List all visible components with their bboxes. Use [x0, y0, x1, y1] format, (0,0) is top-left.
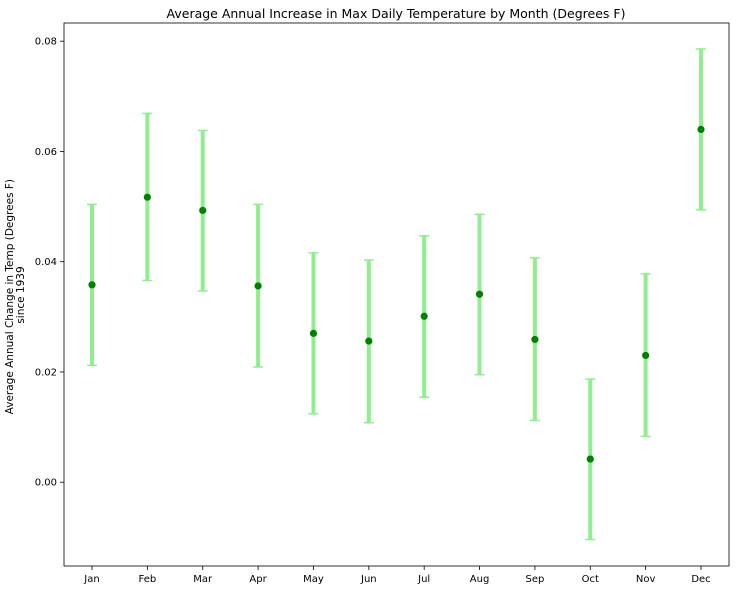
x-tick-label-mar: Mar — [193, 574, 213, 585]
y-axis-label: Average Annual Change in Temp (Degrees F… — [4, 176, 27, 415]
data-point-jan — [88, 281, 96, 289]
x-tick-label-oct: Oct — [582, 574, 599, 585]
y-axis-label-line-1: Average Annual Change in Temp (Degrees F… — [4, 179, 16, 414]
y-axis-label-line-2: since 1939 — [15, 266, 27, 323]
x-tick-label-aug: Aug — [470, 574, 490, 585]
data-point-feb — [143, 193, 151, 201]
x-tick-label-feb: Feb — [139, 574, 157, 585]
y-tick-label-0: 0.00 — [35, 478, 57, 489]
x-tick-label-jun: Jun — [360, 574, 377, 585]
data-point-mar — [199, 206, 207, 215]
x-tick-label-apr: Apr — [249, 574, 267, 585]
chart-title: Average Annual Increase in Max Daily Tem… — [167, 6, 626, 21]
data-point-may — [309, 329, 318, 337]
x-tick-label-dec: Dec — [691, 574, 710, 585]
data-point-jun — [365, 337, 373, 345]
data-point-apr — [254, 282, 262, 290]
data-point-jul — [420, 312, 428, 320]
y-tick-label-1: 0.02 — [35, 367, 57, 378]
data-point-nov — [642, 351, 650, 360]
x-tick-label-jul: Jul — [417, 574, 430, 585]
data-point-sep — [531, 335, 539, 344]
data-marks — [87, 48, 706, 541]
data-point-oct — [586, 455, 594, 463]
plot-frame — [63, 22, 730, 567]
axis-ticks: 0.00 0.02 0.04 0.06 0.08 Jan Feb Mar Apr May Jun Ju… — [35, 37, 711, 585]
data-point-dec — [697, 125, 705, 133]
x-tick-label-nov: Nov — [636, 574, 656, 585]
x-tick-label-may: May — [303, 574, 324, 585]
data-point-aug — [475, 290, 484, 298]
y-tick-label-2: 0.04 — [35, 257, 57, 268]
x-tick-label-jan: Jan — [83, 574, 99, 585]
x-tick-label-sep: Sep — [525, 574, 544, 585]
y-tick-label-4: 0.08 — [35, 37, 57, 48]
y-tick-label-3: 0.06 — [35, 147, 57, 158]
